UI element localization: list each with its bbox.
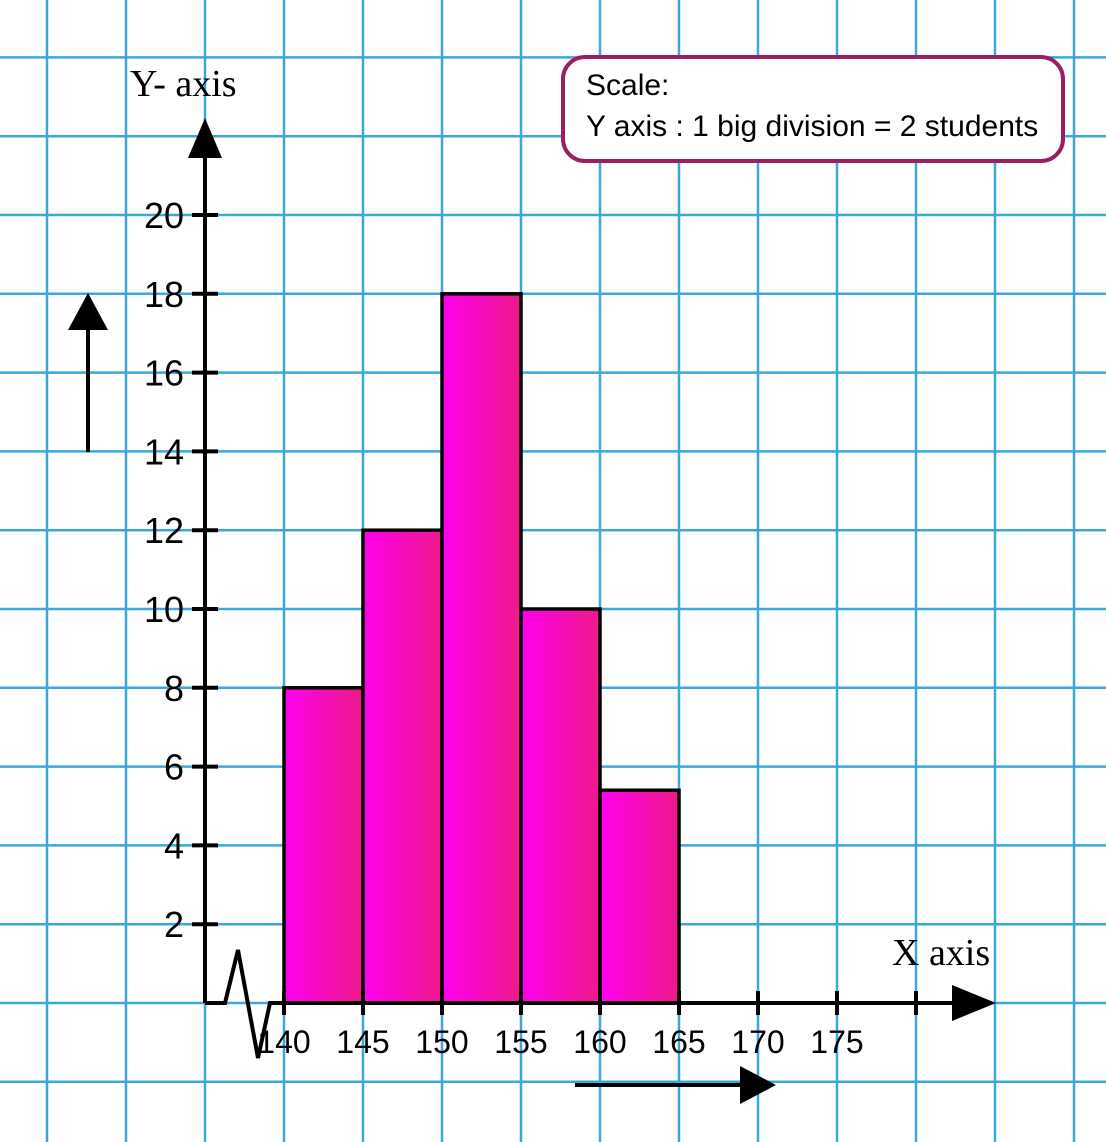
histogram-bar-160-165: [598, 788, 681, 1005]
x-tick-label: 175: [810, 1024, 863, 1060]
y-tick-label: 14: [144, 431, 184, 472]
histogram-bars: [282, 292, 681, 1005]
y-tick-label: 10: [144, 589, 184, 630]
y-axis-label: Y- axis: [130, 63, 237, 105]
y-tick-label: 8: [164, 668, 184, 709]
x-tick-label: 150: [415, 1024, 468, 1060]
right-direction-arrow: [575, 1066, 776, 1104]
x-tick-label: 145: [336, 1024, 389, 1060]
y-tick-label: 20: [144, 195, 184, 236]
x-tick-label: 140: [257, 1024, 310, 1060]
y-tick-label: 12: [144, 510, 184, 551]
histogram-bar-150-155: [440, 292, 523, 1005]
x-axis-break: [205, 949, 286, 1059]
scale-description: Y axis : 1 big division = 2 students: [586, 110, 1038, 143]
y-axis-arrowhead: [188, 118, 222, 158]
x-ticks: 140 145 150 155 160 165 170 175: [257, 991, 918, 1060]
x-tick-label: 165: [652, 1024, 705, 1060]
y-ticks: 2 4 6 8 10 12 14 16 18 20: [144, 195, 218, 945]
scale-title: Scale:: [586, 69, 669, 102]
histogram-bar-145-150: [361, 528, 444, 1005]
x-tick-label: 155: [494, 1024, 547, 1060]
y-tick-label: 16: [144, 353, 184, 394]
histogram-bar-155-160: [519, 607, 602, 1005]
y-tick-label: 6: [164, 747, 184, 788]
x-tick-label: 170: [731, 1024, 784, 1060]
x-axis-arrowhead: [952, 985, 996, 1021]
y-tick-label: 2: [164, 904, 184, 945]
y-tick-label: 4: [164, 825, 184, 866]
scale-box-border: [561, 55, 1065, 163]
up-direction-arrow: [68, 293, 108, 452]
scale-box: Scale: Y axis : 1 big division = 2 stude…: [561, 55, 1065, 163]
y-tick-label: 18: [144, 274, 184, 315]
x-tick-label: 160: [573, 1024, 626, 1060]
histogram-bar-140-145: [282, 686, 365, 1005]
x-axis-label: X axis: [892, 932, 990, 974]
